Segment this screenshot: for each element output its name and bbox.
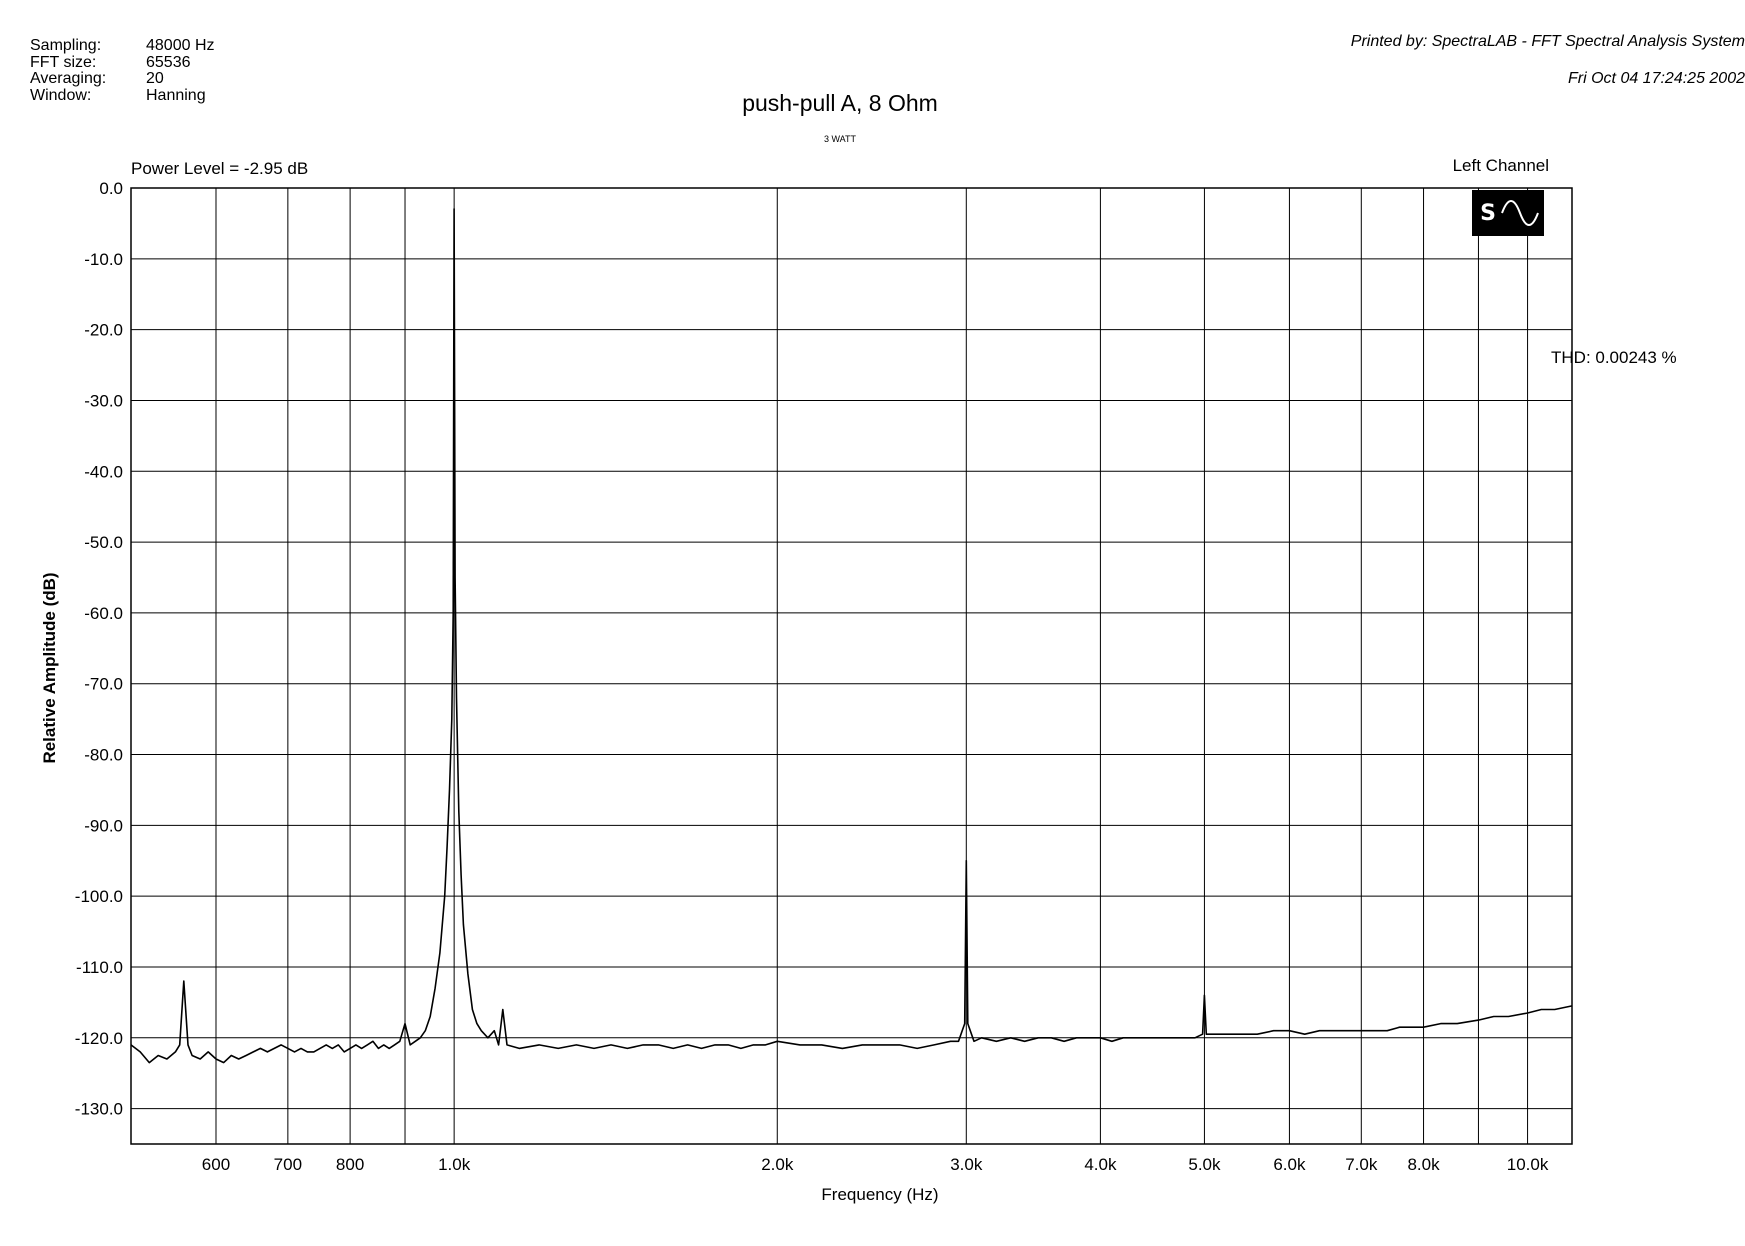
x-tick-label: 10.0k: [1507, 1155, 1549, 1174]
x-tick-label: 700: [274, 1155, 302, 1174]
spectrum-trace: [130, 208, 1573, 1064]
x-tick-label: 6.0k: [1273, 1155, 1306, 1174]
logo-letter: S: [1480, 200, 1496, 226]
x-tick-label: 600: [202, 1155, 230, 1174]
setting-label: Averaging:: [30, 70, 107, 87]
y-tick-label: 0.0: [99, 179, 123, 198]
sine-wave-icon: [1501, 200, 1539, 226]
x-tick-label: 800: [336, 1155, 364, 1174]
y-tick-label: -50.0: [84, 533, 123, 552]
y-tick-label: -130.0: [75, 1100, 123, 1119]
y-tick-label: -80.0: [84, 746, 123, 765]
setting-row-window: Window: Hanning: [30, 86, 215, 105]
y-tick-label: -60.0: [84, 604, 123, 623]
setting-row-averaging: Averaging: 20: [30, 70, 215, 88]
thd-readout: THD: 0.00243 %: [1551, 348, 1677, 367]
chart-tick-labels: 0.0 -10.0 -20.0 -30.0 -40.0 -50.0 -60.0 -70.0 -8…: [75, 179, 1549, 1174]
y-tick-label: -100.0: [75, 887, 123, 906]
setting-label: Sampling:: [30, 37, 102, 54]
setting-row-fft-size: FFT size: 65536: [30, 53, 215, 72]
plot-frame: [130, 187, 1573, 1145]
x-axis-label: Frequency (Hz): [821, 1185, 939, 1204]
channel-label: Left Channel: [1452, 156, 1549, 175]
y-tick-label: -120.0: [75, 1029, 123, 1048]
power-level: Power Level = -2.95 dB: [131, 159, 309, 178]
y-tick-label: -10.0: [84, 250, 123, 269]
y-axis-label: Relative Amplitude (dB): [40, 572, 59, 764]
setting-label: FFT size:: [30, 53, 97, 71]
y-tick-label: -40.0: [84, 462, 123, 481]
x-tick-label: 4.0k: [1084, 1155, 1117, 1174]
setting-value: 48000 Hz: [146, 37, 215, 54]
x-tick-label: 8.0k: [1407, 1155, 1440, 1174]
setting-value: 65536: [146, 53, 191, 71]
y-tick-label: -30.0: [84, 391, 123, 410]
acquisition-settings: Sampling: 48000 Hz FFT size: 65536 Avera…: [30, 37, 215, 105]
x-tick-label: 5.0k: [1188, 1155, 1221, 1174]
setting-value: Hanning: [146, 86, 206, 104]
y-tick-label: -20.0: [84, 321, 123, 340]
y-tick-label: -90.0: [84, 816, 123, 835]
printed-by: Printed by: SpectraLAB - FFT Spectral An…: [1350, 33, 1745, 50]
y-tick-label: -70.0: [84, 675, 123, 694]
chart-grid: [131, 187, 1572, 1144]
y-tick-label: -110.0: [76, 958, 123, 977]
x-tick-label: 7.0k: [1345, 1155, 1378, 1174]
setting-row-sampling: Sampling: 48000 Hz: [30, 37, 215, 55]
x-tick-label: 1.0k: [438, 1155, 471, 1174]
chart-subtitle: 3 WATT: [824, 134, 856, 144]
setting-value: 20: [146, 70, 164, 87]
x-tick-label: 2.0k: [761, 1155, 794, 1174]
printed-date: Fri Oct 04 17:24:25 2002: [1568, 70, 1745, 87]
chart-title: push-pull A, 8 Ohm: [742, 90, 938, 116]
x-tick-label: 3.0k: [950, 1155, 983, 1174]
setting-label: Window:: [30, 86, 92, 104]
spectralab-logo: S: [1472, 190, 1544, 236]
